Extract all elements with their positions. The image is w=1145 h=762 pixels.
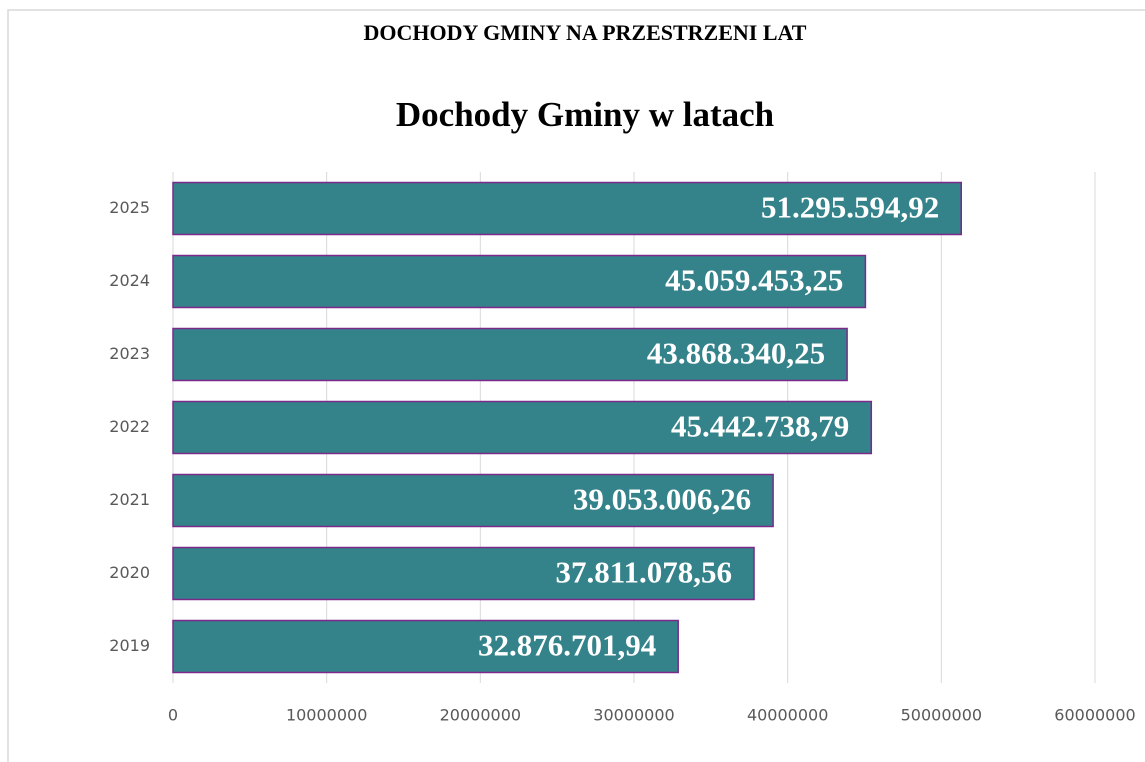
chart-title: Dochody Gminy w latach — [396, 95, 774, 134]
bar — [172, 619, 679, 674]
data-label: 45.442.738,79 — [671, 409, 849, 444]
data-label: 37.811.078,56 — [555, 555, 732, 590]
x-tick-label: 0 — [168, 706, 178, 725]
x-tick-label: 20000000 — [440, 706, 521, 725]
data-label: 32.876.701,94 — [478, 628, 656, 663]
data-label: 51.295.594,92 — [761, 190, 939, 225]
x-tick-label: 60000000 — [1054, 706, 1135, 725]
x-tick-label: 50000000 — [901, 706, 982, 725]
data-label: 45.059.453,25 — [665, 263, 843, 298]
data-label: 43.868.340,25 — [647, 336, 825, 371]
y-tick-label: 2021 — [109, 490, 150, 509]
x-tick-label: 40000000 — [747, 706, 828, 725]
bar — [172, 546, 755, 601]
bar — [172, 327, 848, 382]
y-tick-label: 2023 — [109, 344, 150, 363]
x-tick-label: 10000000 — [286, 706, 367, 725]
y-tick-label: 2025 — [109, 198, 150, 217]
bar — [172, 181, 962, 236]
chart-frame — [7, 9, 1145, 762]
data-label: 39.053.006,26 — [573, 482, 751, 517]
bar — [172, 254, 867, 309]
y-tick-label: 2020 — [109, 563, 150, 582]
bar — [172, 473, 774, 528]
y-tick-label: 2022 — [109, 417, 150, 436]
bar — [172, 400, 873, 455]
y-tick-label: 2024 — [109, 271, 150, 290]
x-tick-label: 30000000 — [593, 706, 674, 725]
page-header: DOCHODY GMINY NA PRZESTRZENI LAT — [364, 20, 807, 45]
y-tick-label: 2019 — [109, 636, 150, 655]
